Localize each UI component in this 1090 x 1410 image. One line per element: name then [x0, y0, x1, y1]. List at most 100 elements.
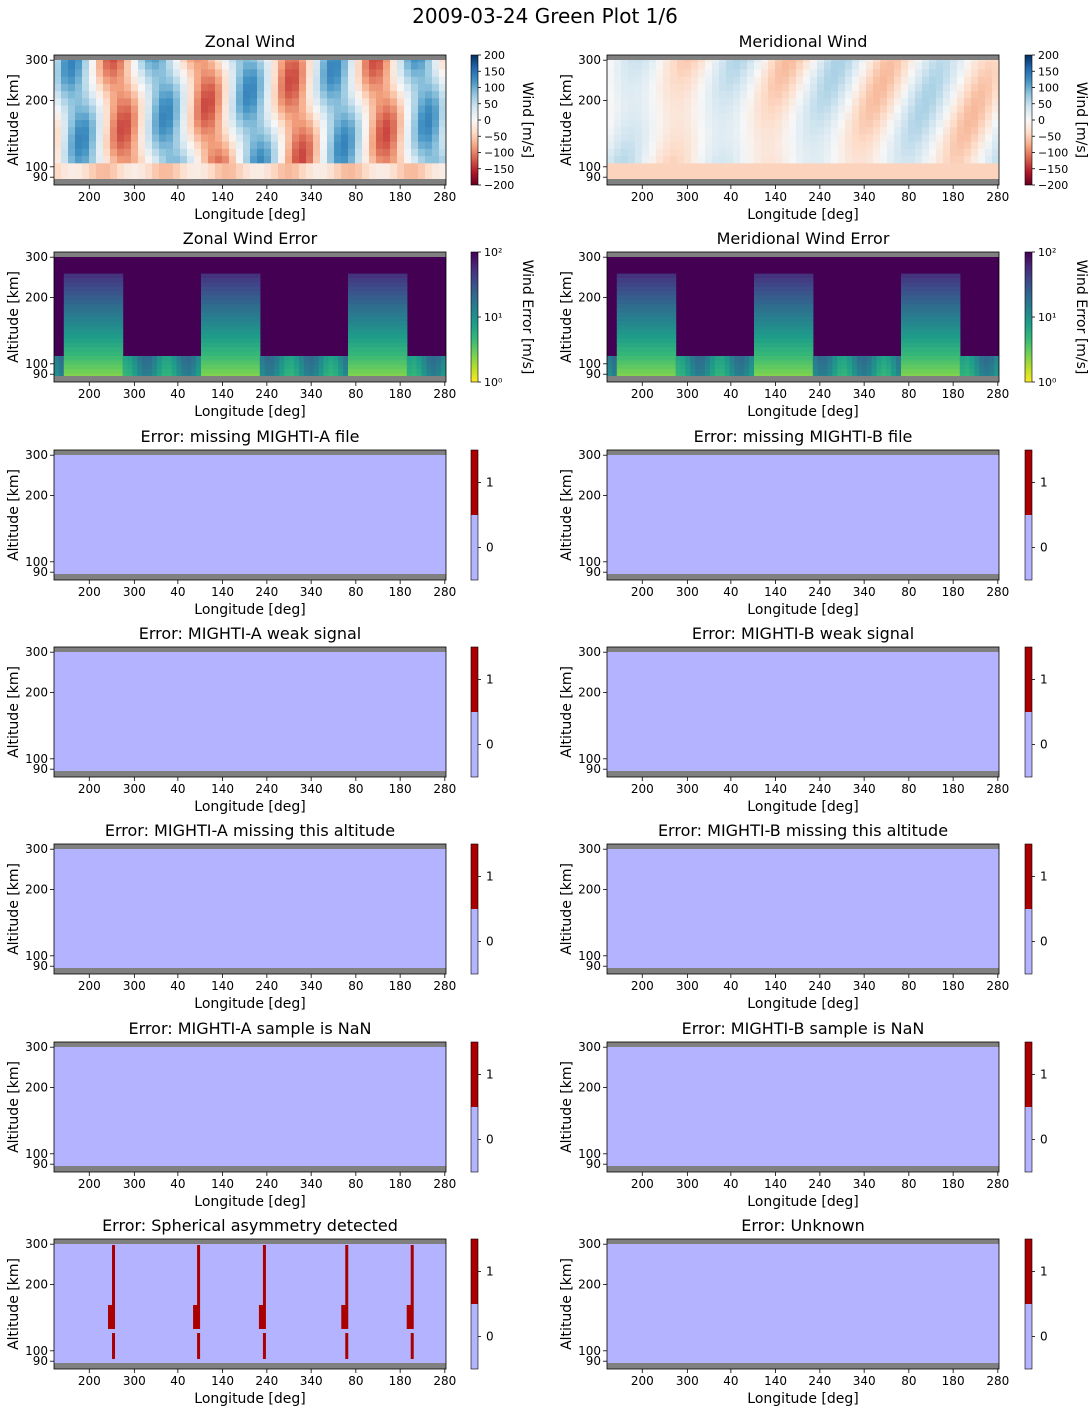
x-tick-label: 140	[764, 1374, 787, 1388]
heat-cell	[278, 112, 286, 121]
heat-cell	[783, 304, 789, 310]
heat-cell	[677, 83, 685, 92]
heat-cell	[651, 321, 657, 327]
axes-frame	[606, 1238, 1000, 1370]
heat-cell	[901, 91, 909, 99]
heat-cell	[82, 170, 90, 179]
heat-cell	[651, 356, 657, 362]
heat-cell	[397, 295, 403, 301]
axes-frame	[53, 646, 447, 778]
heat-cell	[299, 148, 307, 157]
heat-cell	[98, 330, 104, 336]
heat-cell	[915, 112, 923, 121]
heat-cell	[817, 91, 825, 99]
heat-cell	[306, 105, 314, 114]
heat-cell	[341, 105, 349, 114]
heat-cell	[327, 163, 335, 172]
heat-cell	[925, 295, 931, 301]
heat-cell	[215, 330, 222, 336]
heat-cell	[656, 69, 664, 78]
heat-cell	[78, 351, 84, 357]
x-axis-label: Longitude [deg]	[747, 1391, 858, 1407]
heat-cell	[73, 356, 80, 362]
heat-cell	[152, 91, 160, 99]
heat-cell	[719, 76, 727, 85]
heat-cell	[343, 373, 349, 379]
heat-cell	[285, 62, 293, 71]
heat-cell	[117, 278, 124, 284]
heat-cell	[220, 351, 227, 357]
heat-cell	[187, 112, 195, 121]
heat-cell	[418, 134, 426, 143]
heat-cell	[651, 286, 657, 292]
heat-cell	[264, 369, 271, 375]
x-tick-label: 280	[986, 1177, 1009, 1191]
heat-cell	[861, 360, 868, 366]
heat-cell	[775, 83, 783, 92]
heat-cell	[201, 105, 209, 114]
heat-cell	[68, 317, 75, 323]
heat-cell	[392, 273, 398, 279]
heat-cell	[236, 62, 244, 71]
heat-cell	[789, 62, 797, 71]
heat-cell	[773, 278, 780, 284]
heat-cell	[343, 356, 349, 362]
heat-cell	[712, 112, 720, 121]
heat-cell	[824, 120, 832, 128]
heat-cell	[124, 69, 132, 78]
heat-cell	[308, 369, 315, 375]
heat-cell	[866, 360, 873, 366]
heat-cell	[754, 127, 762, 136]
heat-cell	[230, 286, 236, 292]
heat-cell	[978, 120, 986, 128]
heat-cell	[810, 69, 818, 78]
heat-cell	[73, 278, 80, 284]
heat-cell	[950, 338, 956, 344]
heat-cell	[908, 98, 916, 107]
heat-cell	[749, 373, 755, 379]
heat-cell	[362, 120, 370, 128]
heat-cell	[397, 83, 405, 92]
heat-cell	[719, 127, 727, 136]
heat-cell	[992, 127, 999, 136]
heat-cell	[320, 134, 328, 143]
heat-cell	[838, 141, 846, 150]
heat-cell	[607, 69, 615, 78]
heat-cell	[803, 343, 809, 349]
heat-cell	[783, 369, 789, 375]
heat-cell	[152, 373, 158, 379]
y-tick-label: 100	[25, 752, 48, 766]
heat-cell	[229, 163, 237, 172]
heat-cell	[230, 343, 236, 349]
heat-cell	[397, 127, 405, 136]
heat-cell	[82, 163, 90, 172]
heat-cell	[201, 321, 207, 327]
heat-cell	[747, 120, 755, 128]
heat-cell	[788, 299, 794, 305]
heat-cell	[240, 273, 246, 279]
heat-cell	[383, 148, 391, 157]
axes-frame	[606, 843, 1000, 975]
heat-cell	[817, 69, 825, 78]
heat-cell	[171, 369, 178, 375]
heat-cell	[660, 295, 667, 301]
heat-cell	[145, 156, 153, 164]
heat-cell	[670, 321, 677, 327]
heat-cell	[142, 373, 148, 379]
heat-cell	[614, 156, 622, 164]
heat-cell	[176, 373, 182, 379]
x-tick-label: 40	[723, 1374, 738, 1388]
heat-cell	[984, 364, 990, 370]
heat-cell	[352, 330, 359, 336]
plot-area	[54, 1238, 446, 1369]
heat-cell	[670, 330, 677, 336]
heat-cell	[75, 148, 83, 157]
heat-cell	[910, 321, 917, 327]
heat-cell	[628, 170, 636, 179]
heat-cell	[901, 134, 909, 143]
heat-cell	[607, 134, 615, 143]
heat-cell	[436, 356, 442, 362]
heat-cell	[418, 62, 426, 71]
heat-cell	[957, 83, 965, 92]
heat-cell	[969, 369, 976, 375]
